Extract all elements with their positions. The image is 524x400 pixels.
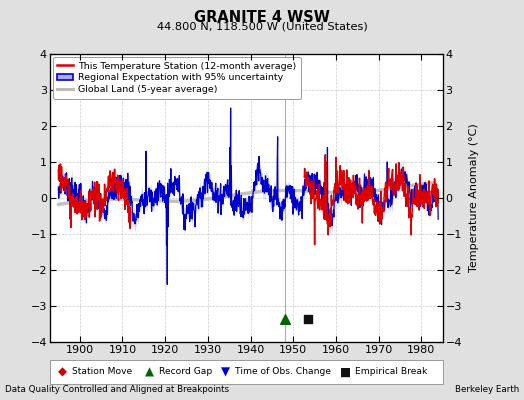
Text: Station Move: Station Move [72, 368, 133, 376]
Text: Data Quality Controlled and Aligned at Breakpoints: Data Quality Controlled and Aligned at B… [5, 385, 230, 394]
Y-axis label: Temperature Anomaly (°C): Temperature Anomaly (°C) [469, 124, 479, 272]
Text: GRANITE 4 WSW: GRANITE 4 WSW [194, 10, 330, 25]
Text: ▼: ▼ [221, 366, 230, 378]
Text: Time of Obs. Change: Time of Obs. Change [235, 368, 331, 376]
Text: ◆: ◆ [58, 366, 68, 378]
Text: Empirical Break: Empirical Break [355, 368, 428, 376]
Point [304, 315, 312, 322]
Point [280, 315, 289, 322]
Text: Berkeley Earth: Berkeley Earth [454, 385, 519, 394]
Text: ▲: ▲ [145, 366, 154, 378]
Text: ■: ■ [340, 366, 352, 378]
Text: 44.800 N, 118.500 W (United States): 44.800 N, 118.500 W (United States) [157, 21, 367, 31]
Text: Record Gap: Record Gap [159, 368, 212, 376]
Legend: This Temperature Station (12-month average), Regional Expectation with 95% uncer: This Temperature Station (12-month avera… [52, 57, 301, 99]
